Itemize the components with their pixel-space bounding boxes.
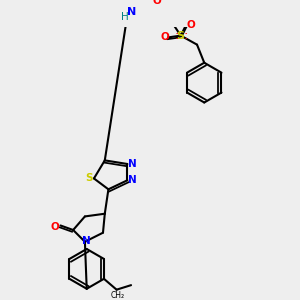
Text: :: : — [183, 29, 188, 42]
Text: N: N — [128, 159, 136, 169]
Text: N: N — [127, 7, 136, 17]
Text: :: : — [174, 29, 178, 42]
Text: S: S — [177, 31, 185, 40]
Text: O: O — [51, 222, 59, 232]
Text: N: N — [128, 175, 136, 185]
Text: CH₂: CH₂ — [110, 291, 124, 300]
Text: O: O — [153, 0, 162, 6]
Text: O: O — [186, 20, 195, 30]
Text: N: N — [82, 236, 91, 246]
Text: S: S — [86, 173, 93, 184]
Text: O: O — [160, 32, 169, 42]
Text: H: H — [121, 12, 129, 22]
